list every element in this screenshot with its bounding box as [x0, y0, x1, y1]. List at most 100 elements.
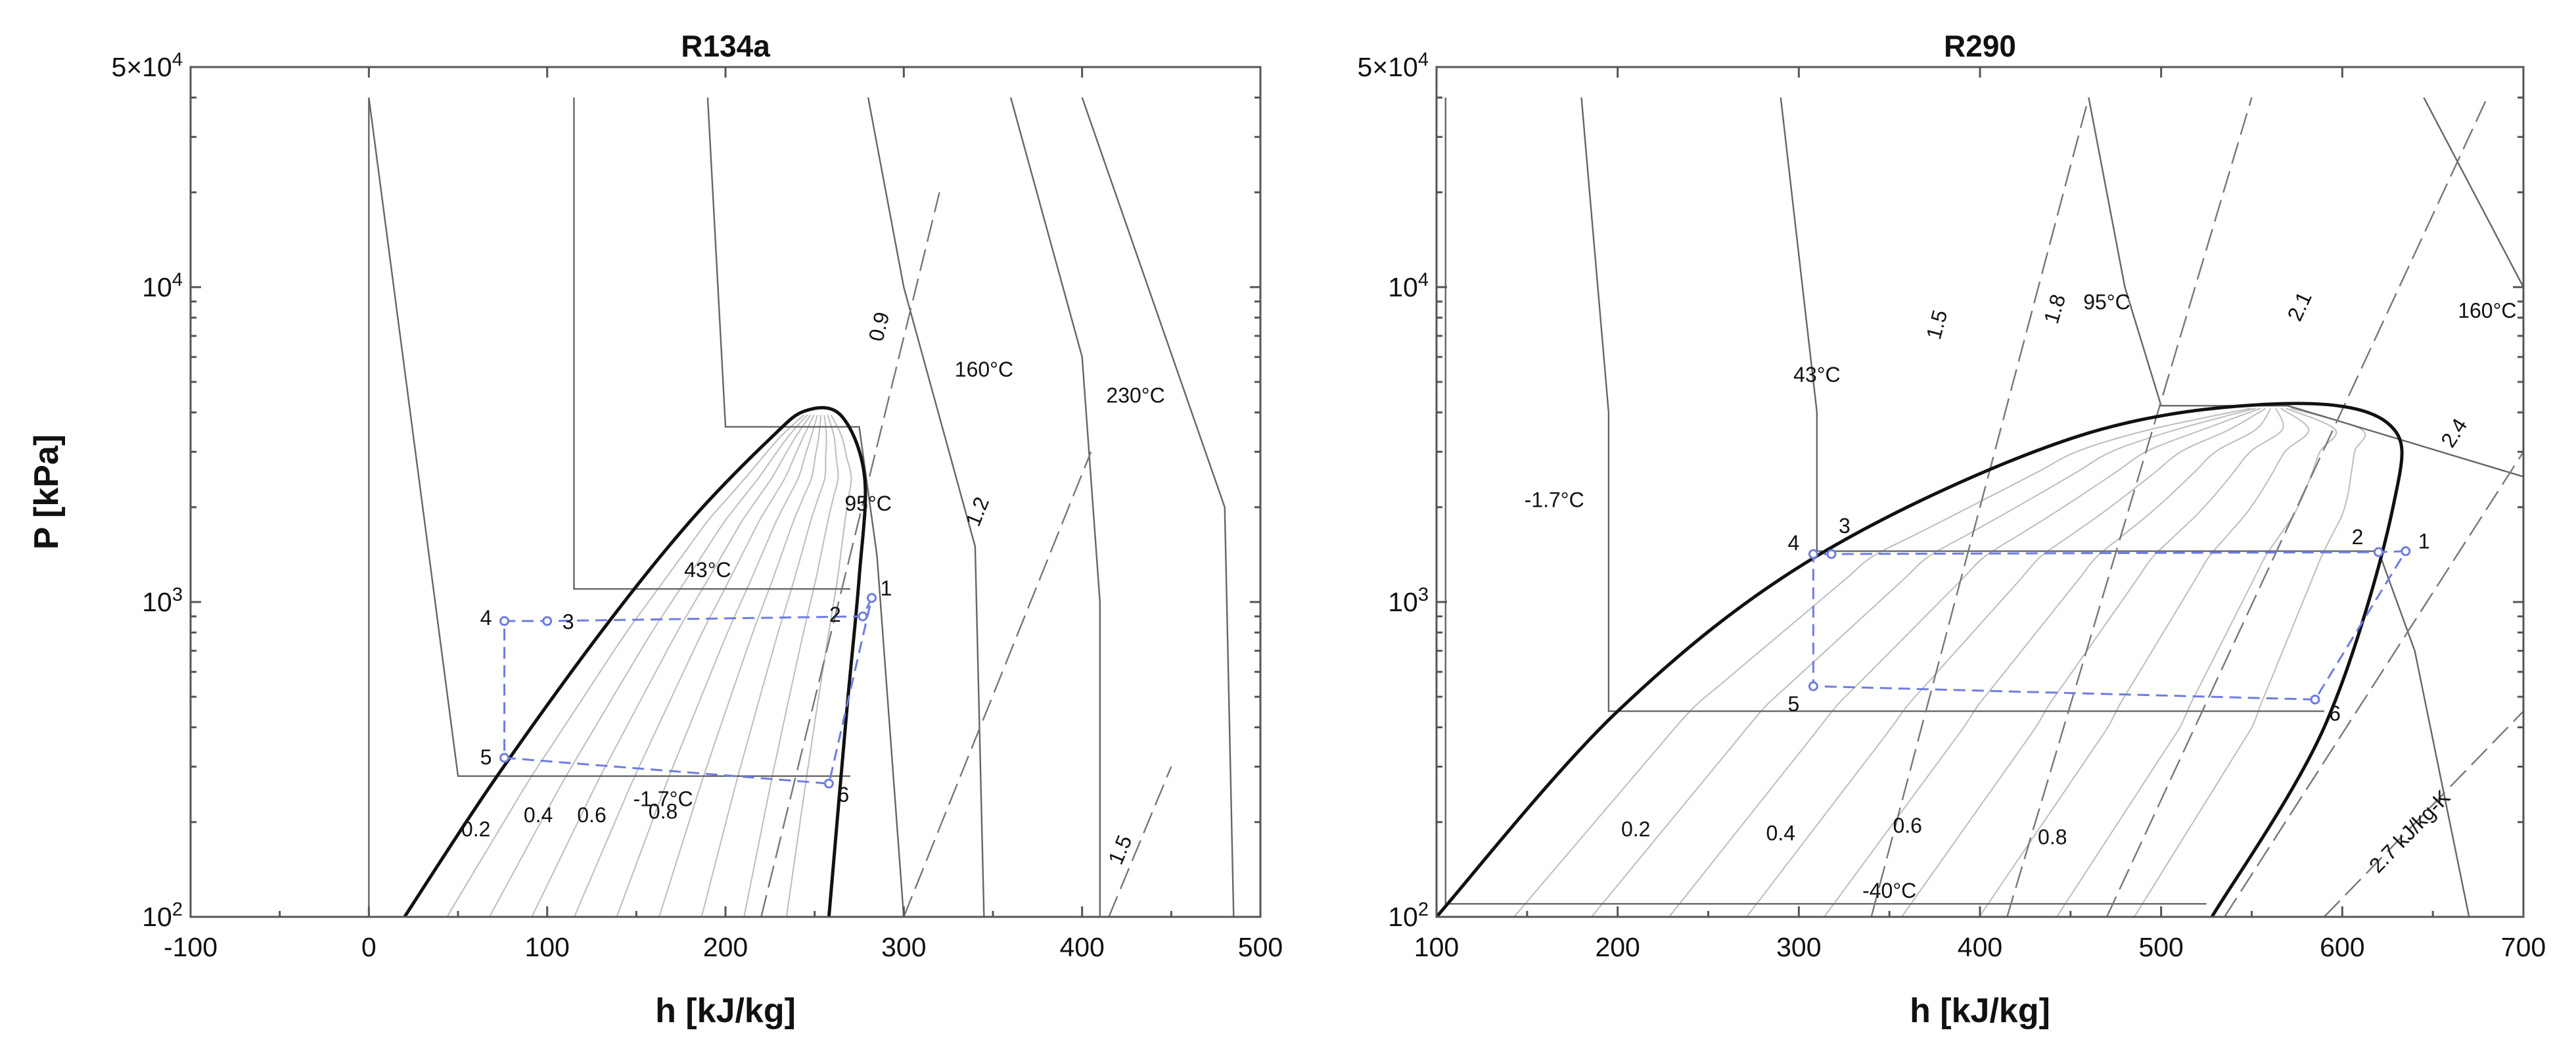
isentrope-line — [2224, 451, 2523, 917]
isentrope-label: 1.8 — [2039, 292, 2070, 327]
quality-line — [1824, 407, 2272, 917]
cycle-point-label: 6 — [2329, 701, 2341, 725]
quality-line — [743, 415, 839, 917]
cycle-point-label: 5 — [480, 745, 492, 769]
cycle-point-label: 1 — [2418, 530, 2430, 553]
isotherm-line — [1580, 97, 2324, 712]
quality-line — [2134, 407, 2366, 917]
quality-label: 0.4 — [1766, 822, 1795, 845]
isentrope-line — [903, 451, 1092, 917]
quality-line — [446, 414, 804, 917]
quality-label: 0.2 — [1621, 818, 1650, 841]
y-tick-label: 102 — [142, 899, 183, 932]
cycle-point-label: 4 — [1787, 531, 1799, 555]
x-tick-label: 400 — [1059, 932, 1104, 962]
isotherm-label: -1.7°C — [1525, 488, 1584, 512]
saturation-dome — [1437, 402, 2404, 917]
plot-frame — [1435, 66, 2525, 918]
isotherm-line — [1081, 97, 1235, 917]
cycle-point — [858, 611, 868, 622]
x-tick-label: 400 — [1958, 932, 2002, 962]
quality-label: 0.6 — [577, 803, 606, 827]
cycle-path — [1812, 550, 2407, 701]
isotherm-line — [867, 97, 985, 917]
quality-line — [1513, 407, 2251, 917]
y-tick-label: 103 — [142, 584, 183, 617]
isotherm-label: 160°C — [2458, 298, 2516, 322]
cycle-point — [2373, 547, 2383, 557]
quality-line — [701, 415, 827, 917]
cycle-point-label: 2 — [829, 603, 841, 626]
isentrope-line — [1108, 766, 1172, 917]
cycle-point-label: 3 — [1839, 514, 1851, 538]
cycle-point — [866, 593, 877, 603]
x-tick-label: 200 — [703, 932, 748, 962]
y-tick-label: 104 — [1388, 269, 1429, 302]
x-tick-label: 200 — [1595, 932, 1640, 962]
isotherm-label: 160°C — [955, 358, 1013, 381]
isotherm-label: 43°C — [684, 558, 731, 582]
x-tick-label: 700 — [2501, 932, 2546, 962]
quality-label: 0.6 — [1893, 814, 1921, 837]
x-tick-label: 300 — [1776, 932, 1821, 962]
isotherm-line — [1009, 97, 1101, 917]
y-tick-label: 5×104 — [112, 49, 183, 82]
saturation-dome — [403, 406, 867, 917]
x-tick-label: -100 — [164, 932, 218, 962]
quality-line — [488, 414, 808, 917]
cycle-point — [1808, 681, 1818, 691]
cycle-point — [1826, 549, 1837, 559]
cycle-point-label: 4 — [480, 606, 492, 630]
isotherm-label: 95°C — [844, 492, 892, 515]
isentrope-line — [2323, 710, 2523, 917]
isentrope-label: 2.1 — [2283, 288, 2316, 325]
cycle-point-label: 3 — [563, 610, 574, 634]
chart-panel-r134a: -1.7°C 43°C 95°C 160°C 230°C 0.9 1.2 1.5 0.2 0.4 0… — [28, 29, 1283, 1030]
isotherm-line — [2088, 97, 2523, 478]
cycle-point-label: 2 — [2352, 525, 2364, 549]
y-tick-label: 5×104 — [1358, 49, 1429, 82]
isotherm-line — [2423, 97, 2523, 288]
x-tick-label: 500 — [1238, 932, 1283, 962]
isotherm-line — [573, 97, 850, 590]
cycle-point — [2310, 694, 2320, 705]
isotherm-line — [1780, 97, 2470, 917]
quality-label: 0.8 — [649, 800, 678, 824]
y-axis-label: P [kPa] — [28, 434, 66, 549]
cycle-point — [823, 778, 834, 789]
x-tick-label: 100 — [524, 932, 569, 962]
quality-line — [1591, 407, 2256, 917]
y-tick-label: 103 — [1388, 584, 1429, 617]
isotherm-line — [706, 97, 905, 917]
quality-line — [616, 415, 818, 917]
isotherm-label: 230°C — [1106, 383, 1164, 407]
x-tick-label: 0 — [361, 932, 377, 962]
chart-title: R290 — [1944, 29, 2016, 63]
isotherm-line — [368, 97, 850, 917]
chart-title: R134a — [681, 29, 770, 63]
quality-line — [1668, 407, 2261, 917]
isentrope-label: 1.5 — [1921, 308, 1952, 342]
isentrope-line — [2006, 97, 2253, 917]
chart-panel-r290: -40°C -1.7°C 43°C 95°C 160°C 1.5 1.8 2.1 2.4 2.7 … — [1358, 29, 2546, 1030]
x-tick-label: 300 — [881, 932, 926, 962]
isotherm-label: 43°C — [1793, 363, 1841, 386]
plot-area — [368, 97, 1235, 917]
quality-line — [531, 414, 812, 917]
cycle-point-label: 1 — [881, 576, 892, 600]
quality-label: 0.2 — [461, 818, 490, 841]
quality-label: 0.4 — [524, 803, 553, 827]
quality-line — [2056, 407, 2337, 917]
isentrope-line — [1870, 97, 2090, 917]
quality-line — [573, 414, 815, 917]
cycle-point-label: 5 — [1787, 692, 1799, 716]
cycle-point — [542, 616, 553, 626]
cycle-point — [1808, 549, 1818, 559]
isentrope-label: 0.9 — [864, 310, 894, 344]
isotherm-label: -40°C — [1862, 879, 1916, 902]
quality-line — [658, 415, 822, 917]
isentrope-label: 1.5 — [1103, 832, 1136, 868]
quality-line — [1979, 407, 2310, 917]
x-tick-label: 600 — [2320, 932, 2364, 962]
